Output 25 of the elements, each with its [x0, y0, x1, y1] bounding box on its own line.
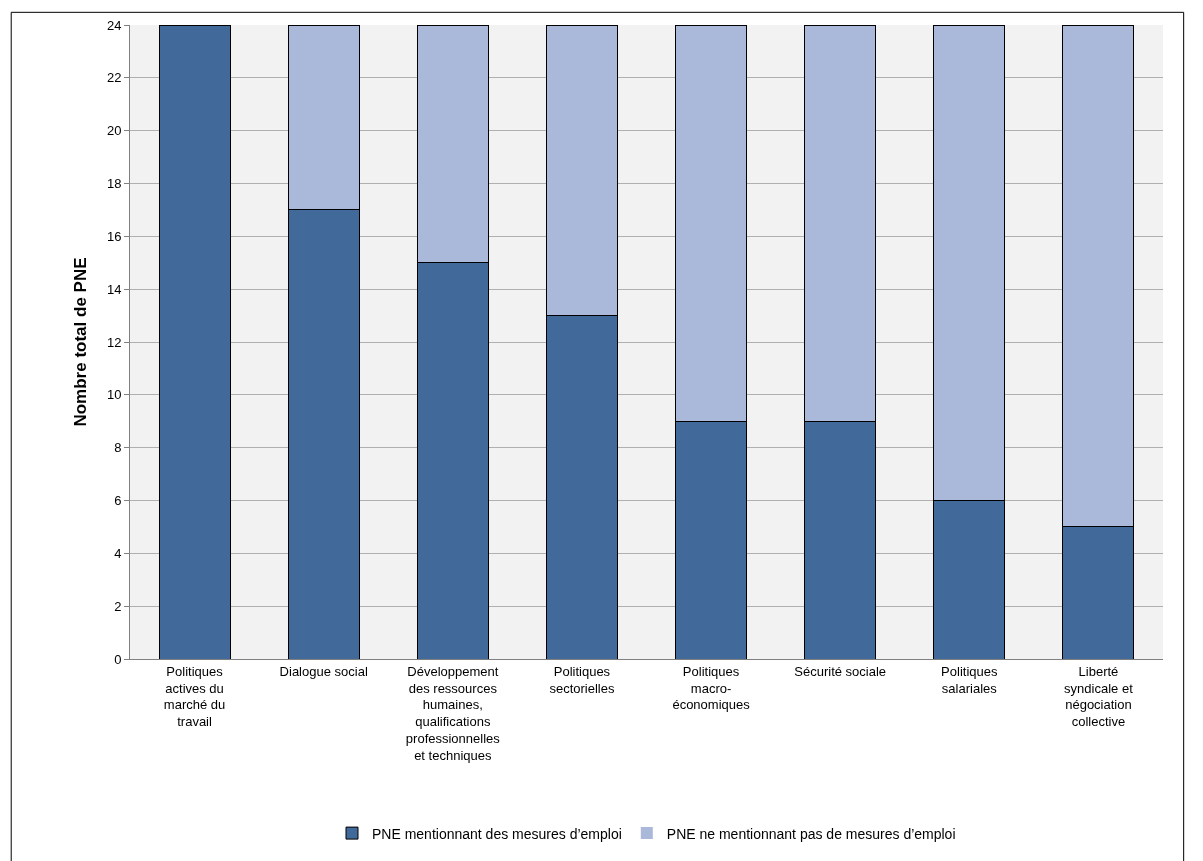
y-tick-label: 14 — [106, 281, 122, 297]
y-tick-label: 12 — [106, 334, 122, 350]
y-tick-label: 24 — [106, 17, 122, 33]
y-tick-label: 18 — [106, 176, 122, 192]
x-tick-label: Politiques actives du marché du travail — [163, 663, 226, 730]
x-tick-label: Politiques salariales — [941, 663, 998, 696]
y-tick-label: 20 — [106, 123, 122, 139]
y-tick-label: 0 — [114, 651, 122, 667]
y-tick-label: 8 — [114, 440, 122, 456]
x-tick-label: Sécurité sociale — [794, 663, 887, 679]
y-tick-label: 22 — [106, 70, 122, 86]
y-tick-label: 2 — [114, 598, 122, 614]
bar — [158, 25, 231, 659]
legend-label: PNE ne mentionnant pas de mesures d’emploi — [666, 825, 956, 842]
y-tick-label: 10 — [106, 387, 122, 403]
y-tick-label: 6 — [114, 493, 122, 509]
x-tick-label: Dialogue social — [279, 663, 368, 679]
x-tick-label: Politiques macro-économiques — [672, 663, 751, 713]
x-tick-label: Liberté syndicale et négociation collective — [1064, 663, 1134, 730]
x-tick-label: Développement des ressources humaines, qualifications professionnelles et techniques — [405, 663, 501, 764]
y-axis-title: Nombre total de PNE — [71, 257, 91, 427]
legend-label: PNE mentionnant des mesures d’emploi — [372, 825, 622, 842]
y-tick-label: 16 — [106, 228, 122, 244]
x-tick-label: Politiques sectorielles — [549, 663, 615, 696]
y-tick-label: 4 — [114, 545, 122, 561]
